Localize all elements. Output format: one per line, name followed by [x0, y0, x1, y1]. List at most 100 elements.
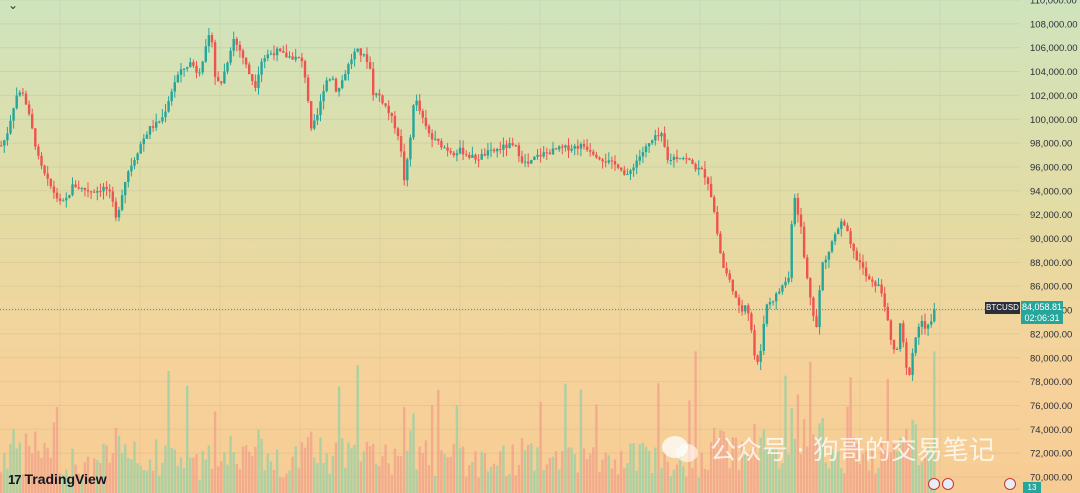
volume-bar	[895, 451, 899, 493]
candle-body	[102, 186, 105, 192]
candle-body	[806, 257, 809, 279]
candle-body	[24, 93, 28, 105]
volume-bar	[477, 477, 480, 493]
us-flag-icon[interactable]	[1004, 478, 1016, 490]
candle-body	[802, 226, 806, 258]
volume-bar	[412, 413, 415, 493]
volume-bar	[356, 365, 359, 493]
candle-body	[71, 184, 74, 196]
events-count-badge[interactable]: 13	[1023, 482, 1041, 493]
candle-body	[390, 113, 393, 116]
candle-body	[616, 164, 620, 168]
volume-bar	[930, 450, 933, 493]
volume-bar	[818, 423, 821, 493]
candle-body	[12, 108, 15, 121]
us-flag-icon[interactable]	[928, 478, 940, 490]
volume-bar	[291, 456, 294, 493]
candle-body	[127, 171, 130, 182]
candle-body	[496, 149, 499, 152]
candle-body	[130, 165, 133, 172]
candle-body	[58, 198, 62, 201]
candle-body	[629, 170, 632, 175]
y-axis[interactable]: 110,000.00 108,000.00 106,000.00 104,000.00…	[1030, 0, 1078, 484]
volume-bar	[6, 468, 9, 493]
volume-bar	[458, 448, 462, 493]
volume-bar	[207, 445, 211, 493]
volume-bar	[24, 433, 28, 493]
candle-body	[465, 154, 468, 156]
candle-body	[719, 233, 722, 254]
volume-bar	[105, 445, 108, 493]
candle-body	[220, 81, 223, 84]
volume-bar	[837, 451, 840, 493]
candle-body	[694, 163, 697, 170]
candle-body	[192, 62, 195, 66]
candle-body	[195, 65, 198, 73]
volume-bar	[120, 453, 124, 493]
candle-body	[539, 154, 542, 157]
candle-body	[899, 323, 902, 349]
watermark: 公众号 · 狗哥的交易笔记	[662, 430, 995, 467]
volume-bar	[241, 446, 245, 493]
candle-body	[341, 80, 344, 89]
volume-bar	[790, 407, 793, 493]
candle-body	[182, 68, 186, 70]
volume-bar	[722, 431, 725, 493]
volume-bar	[703, 468, 707, 493]
volume-bar	[468, 465, 471, 493]
candle-body	[809, 278, 812, 298]
volume-bar	[641, 442, 645, 493]
volume-bar	[201, 450, 204, 493]
us-flag-icon[interactable]	[942, 478, 954, 490]
candle-body	[517, 145, 521, 157]
candle-body	[294, 56, 297, 60]
volume-bar	[285, 473, 288, 493]
candle-body	[765, 304, 769, 324]
candle-body	[232, 38, 235, 51]
candle-body	[248, 64, 251, 75]
candle-body	[933, 309, 936, 322]
chevron-down-icon[interactable]: ⌄	[8, 0, 19, 12]
candle-body	[734, 291, 738, 298]
volume-bar	[337, 386, 341, 493]
volume-bar	[725, 439, 728, 493]
tradingview-logo[interactable]: 17 TradingView	[8, 470, 107, 488]
volume-bar	[427, 465, 431, 493]
volume-bar	[455, 404, 459, 493]
volume-bar	[362, 451, 366, 493]
candle-body	[412, 105, 415, 138]
y-tick-label: 76,000.00	[1030, 401, 1072, 412]
candle-body	[449, 150, 452, 153]
candle-body	[880, 284, 883, 294]
candle-body	[548, 152, 552, 155]
candle-body	[9, 120, 12, 134]
volume-bar	[341, 438, 344, 493]
volume-bar	[514, 475, 517, 493]
volume-bar	[446, 457, 449, 493]
candle-body	[505, 144, 508, 148]
volume-bar	[756, 456, 759, 493]
volume-bar	[771, 448, 775, 493]
candle-body	[458, 147, 462, 154]
candle-body	[731, 279, 734, 292]
volume-bar	[508, 474, 511, 493]
volume-bar	[71, 448, 74, 493]
volume-bar	[672, 469, 676, 493]
y-tick-label: 106,000.00	[1030, 43, 1078, 54]
candle-body	[638, 156, 641, 161]
volume-bar	[530, 443, 533, 493]
candle-body	[403, 151, 406, 181]
volume-bar	[737, 470, 741, 493]
volume-bar	[300, 442, 304, 493]
volume-bar	[164, 445, 167, 493]
economic-events-group-1[interactable]	[928, 478, 954, 490]
economic-events-group-2[interactable]	[1004, 478, 1016, 490]
volume-bar	[840, 468, 843, 493]
volume-bar	[585, 459, 589, 493]
volume-bar	[151, 470, 155, 493]
volume-bar	[620, 451, 623, 493]
volume-bar	[40, 457, 43, 493]
volume-bar	[37, 450, 40, 493]
candle-body	[920, 321, 924, 327]
